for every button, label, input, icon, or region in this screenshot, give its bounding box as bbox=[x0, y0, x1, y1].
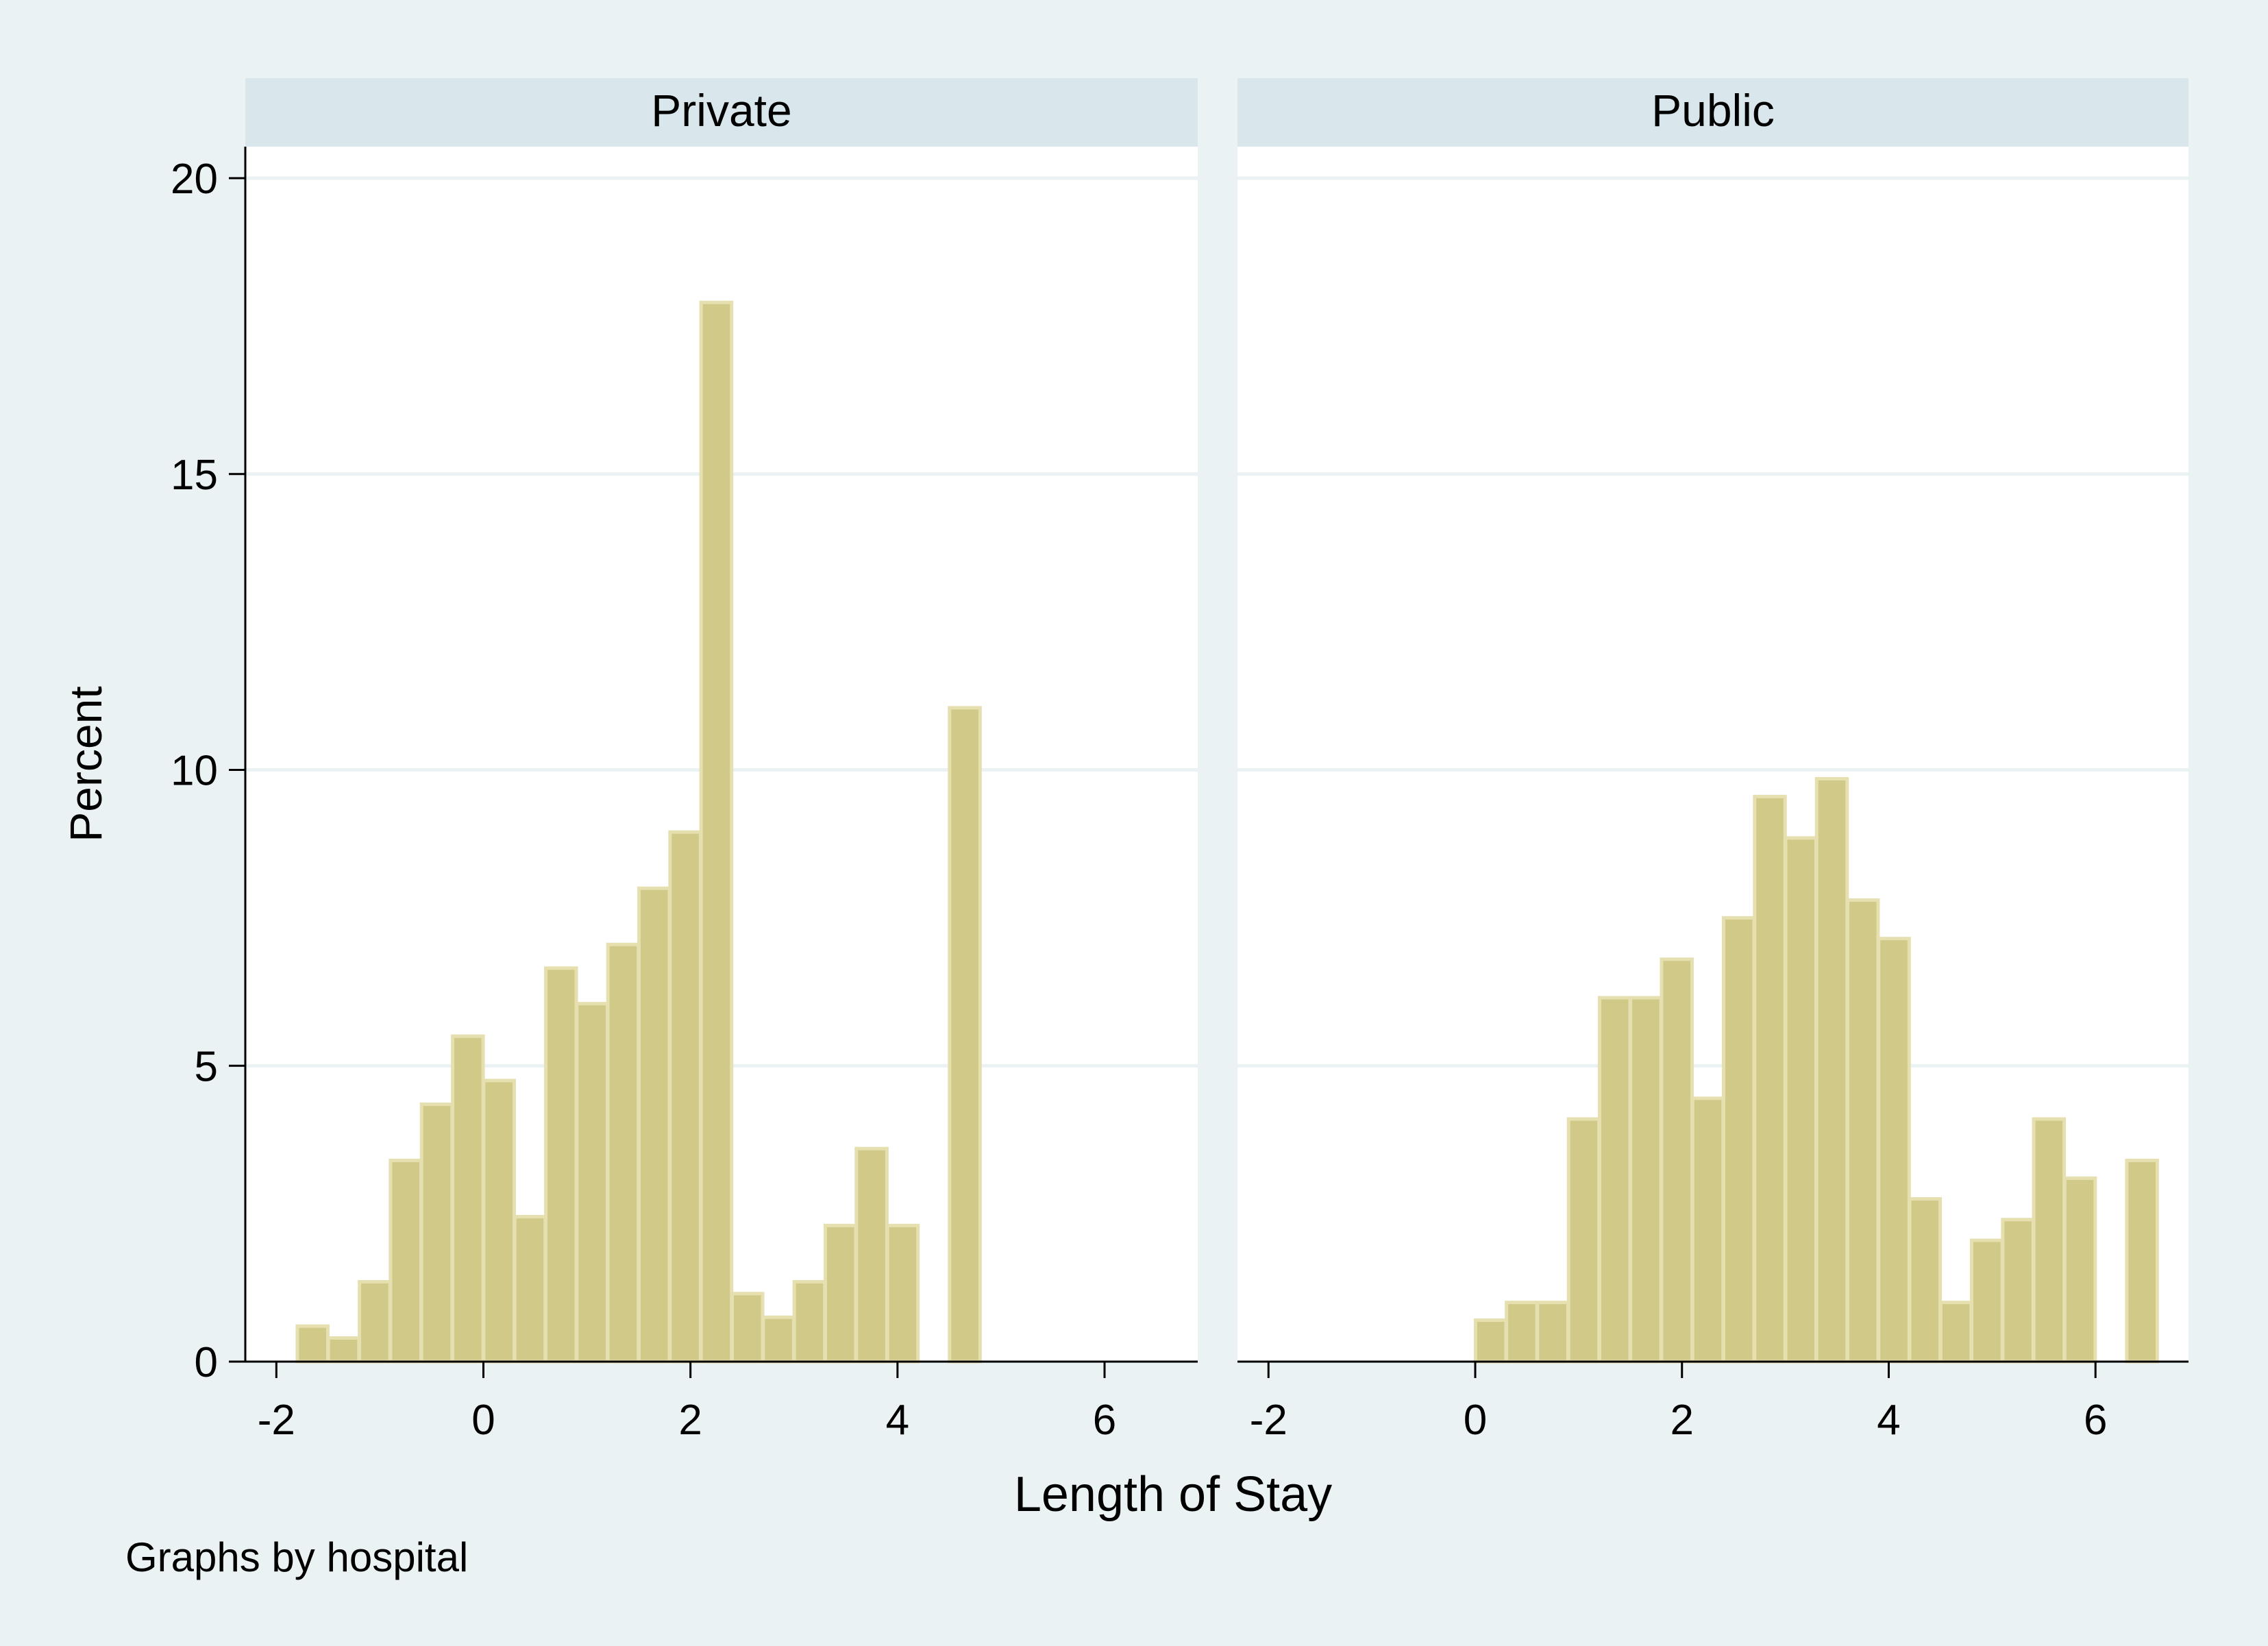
histogram-bar bbox=[482, 1079, 516, 1364]
histogram-bar bbox=[1660, 957, 1694, 1364]
panel-title: Public bbox=[1651, 85, 1775, 136]
histogram-bar bbox=[823, 1223, 858, 1364]
x-tick-label: 4 bbox=[1877, 1397, 1900, 1444]
x-tick-label: 2 bbox=[1670, 1397, 1693, 1444]
histogram-bar bbox=[792, 1279, 827, 1364]
histogram-bar bbox=[295, 1324, 330, 1364]
x-tick-label: 2 bbox=[678, 1397, 702, 1444]
panel-title: Private bbox=[651, 85, 791, 136]
histogram-bar bbox=[1970, 1238, 2004, 1364]
histogram-bar bbox=[885, 1223, 920, 1364]
x-tick-label: 6 bbox=[2084, 1397, 2107, 1444]
histogram-bar bbox=[2001, 1218, 2035, 1364]
histogram-bar bbox=[606, 942, 641, 1364]
x-tick-label: -2 bbox=[1250, 1397, 1287, 1444]
histogram-bar bbox=[1629, 996, 1663, 1364]
histogram-bar bbox=[1877, 937, 1911, 1364]
histogram-bar bbox=[1784, 836, 1818, 1364]
x-axis-title: Length of Stay bbox=[1014, 1467, 1332, 1522]
y-tick-label: 15 bbox=[171, 452, 218, 499]
x-tick-label: 0 bbox=[471, 1397, 495, 1444]
histogram-bar bbox=[1814, 776, 1849, 1364]
histogram-bar bbox=[575, 1002, 609, 1364]
histogram-bar bbox=[854, 1146, 889, 1364]
histogram-bar bbox=[668, 830, 702, 1364]
histogram-bar bbox=[1597, 996, 1632, 1364]
x-tick-label: -2 bbox=[258, 1397, 295, 1444]
panel-private: Private -2 0 2 4 6 0 5 10 15 20 bbox=[171, 78, 1198, 1444]
histogram-bar bbox=[2032, 1117, 2067, 1364]
panel-strip bbox=[1237, 78, 2189, 147]
x-tick-label: 6 bbox=[1093, 1397, 1116, 1444]
histogram-bar bbox=[730, 1292, 765, 1364]
histogram-bar bbox=[1721, 916, 1756, 1364]
histogram-bar bbox=[451, 1034, 485, 1364]
histogram-bar bbox=[699, 300, 734, 1364]
graphs-by-note: Graphs by hospital bbox=[125, 1534, 468, 1580]
y-tick-label: 5 bbox=[195, 1043, 218, 1090]
panel-public: Public -2 0 2 4 6 bbox=[1237, 78, 2189, 1444]
histogram-bar bbox=[1690, 1096, 1725, 1364]
histogram-bar bbox=[419, 1102, 454, 1364]
y-tick-label: 10 bbox=[171, 748, 218, 795]
histogram-bar bbox=[1846, 898, 1880, 1364]
histogram-bar bbox=[544, 966, 578, 1364]
histogram-bar bbox=[513, 1214, 547, 1364]
histogram-bar bbox=[326, 1336, 361, 1364]
histogram-bar bbox=[2062, 1176, 2097, 1364]
histogram-bar bbox=[1908, 1197, 1943, 1364]
histogram-bar bbox=[761, 1315, 796, 1364]
histogram-bar bbox=[1753, 794, 1787, 1364]
histogram-bar bbox=[389, 1158, 423, 1364]
histogram-bar bbox=[2125, 1158, 2159, 1364]
y-tick-label: 0 bbox=[195, 1339, 218, 1386]
histogram-bar bbox=[1505, 1301, 1539, 1364]
histogram-bar bbox=[637, 886, 671, 1364]
histogram-bar bbox=[1473, 1318, 1508, 1364]
histogram-bar bbox=[1536, 1301, 1570, 1364]
histogram-bar bbox=[948, 706, 982, 1364]
x-tick-label: 0 bbox=[1464, 1397, 1487, 1444]
y-axis-title: Percent bbox=[60, 686, 111, 842]
histogram-bar bbox=[1566, 1117, 1601, 1364]
panel-strip bbox=[245, 78, 1198, 147]
histogram-bar bbox=[358, 1279, 392, 1364]
panels: Private -2 0 2 4 6 0 5 10 15 20 Public -2 0 2 4 6 bbox=[171, 78, 2189, 1444]
x-tick-label: 4 bbox=[886, 1397, 909, 1444]
y-tick-label: 20 bbox=[171, 156, 218, 203]
histogram-bar bbox=[1938, 1301, 1973, 1364]
